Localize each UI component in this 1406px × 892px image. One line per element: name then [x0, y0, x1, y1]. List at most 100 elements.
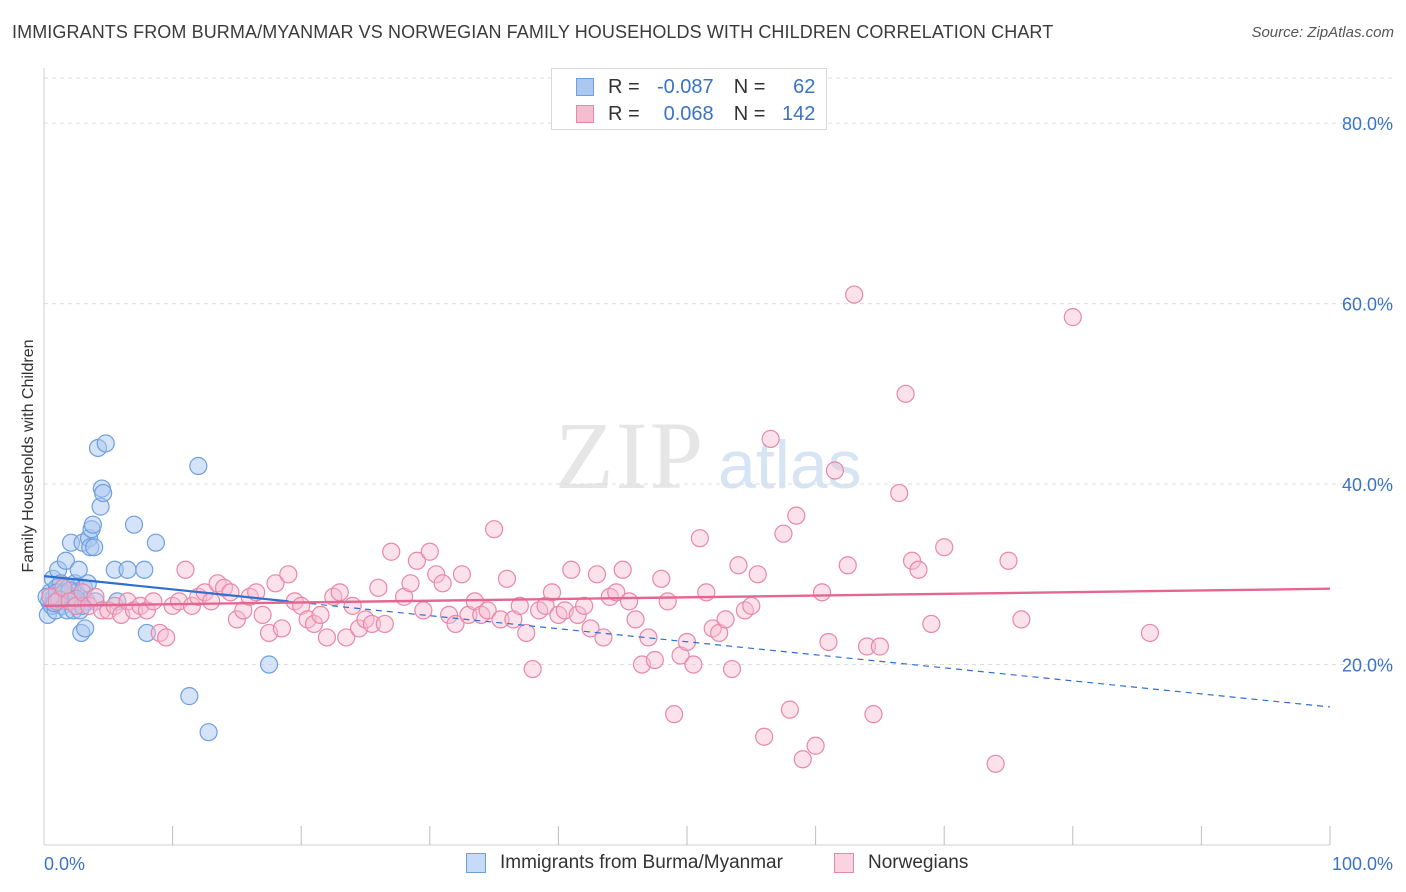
- data-point-norwegians: [1063, 308, 1082, 327]
- data-point-burma: [85, 538, 104, 557]
- data-point-norwegians: [407, 551, 427, 570]
- data-point-norwegians: [857, 637, 877, 656]
- watermark-atlas: atlas: [718, 427, 862, 503]
- data-point-norwegians: [620, 592, 639, 611]
- data-point-norwegians: [182, 596, 201, 615]
- data-point-norwegians: [266, 574, 285, 593]
- data-point-burma: [76, 619, 95, 638]
- data-point-norwegians: [902, 551, 922, 570]
- trend-line-burma: [43, 575, 289, 603]
- data-point-norwegians: [517, 623, 536, 643]
- stats-legend: R = -0.087 N = 62 R = 0.068 N = 142: [551, 68, 827, 130]
- data-point-norwegians: [742, 596, 761, 615]
- legend-n-value: 62: [793, 75, 816, 98]
- data-point-norwegians: [369, 578, 388, 597]
- data-point-norwegians: [652, 569, 671, 588]
- data-point-norwegians: [626, 610, 645, 629]
- data-point-norwegians: [1012, 610, 1031, 629]
- data-point-burma: [180, 687, 199, 706]
- legend-swatch-blue: [576, 78, 594, 96]
- data-point-norwegians: [838, 556, 857, 575]
- data-point-norwegians: [253, 605, 272, 625]
- legend-item-label: Norwegians: [868, 852, 969, 873]
- data-point-norwegians: [780, 700, 799, 719]
- data-point-norwegians: [452, 565, 472, 584]
- x-tick-label: 0.0%: [44, 854, 85, 874]
- legend-n-value: 142: [782, 102, 816, 125]
- legend-swatch-pink: [576, 105, 594, 123]
- data-point-norwegians: [401, 574, 420, 593]
- data-point-burma: [135, 560, 154, 579]
- x-tick-label: 100.0%: [1332, 854, 1393, 874]
- data-point-norwegians: [575, 596, 594, 615]
- data-point-norwegians: [523, 659, 542, 679]
- data-point-norwegians: [221, 583, 240, 602]
- data-point-burma: [199, 723, 218, 742]
- y-axis-label: Family Households with Children: [20, 340, 37, 573]
- data-point-norwegians: [935, 538, 954, 557]
- data-point-norwegians: [562, 560, 581, 579]
- data-point-norwegians: [793, 750, 812, 769]
- data-point-burma: [83, 515, 102, 534]
- legend-r-label: R =: [608, 102, 640, 125]
- data-point-burma: [146, 533, 165, 552]
- trend-line-norwegians: [43, 587, 1331, 608]
- data-point-norwegians: [433, 574, 452, 593]
- data-point-norwegians: [343, 596, 362, 615]
- data-point-norwegians: [774, 524, 793, 543]
- data-point-norwegians: [812, 583, 832, 602]
- data-point-norwegians: [414, 601, 433, 620]
- data-point-norwegians: [375, 614, 394, 634]
- data-point-burma: [259, 655, 279, 674]
- data-point-norwegians: [304, 614, 324, 634]
- data-point-norwegians: [999, 551, 1018, 570]
- data-point-burma: [78, 574, 97, 593]
- watermark: ZIP atlas: [555, 402, 862, 509]
- data-point-norwegians: [870, 637, 890, 656]
- data-point-norwegians: [896, 384, 915, 403]
- legend-swatch-pink: [834, 853, 854, 873]
- data-point-norwegians: [819, 632, 838, 652]
- data-point-norwegians: [690, 529, 709, 548]
- source-label: Source: ZipAtlas.com: [1251, 24, 1394, 41]
- legend-row-norwegians: R = 0.068 N = 142: [576, 102, 815, 126]
- data-point-norwegians: [478, 601, 497, 620]
- data-point-norwegians: [176, 560, 195, 579]
- data-point-norwegians: [658, 592, 677, 611]
- data-point-norwegians: [909, 560, 928, 579]
- data-point-norwegians: [613, 560, 632, 579]
- y-tick-label: 20.0%: [1342, 656, 1393, 676]
- legend-swatch-blue: [466, 853, 486, 873]
- data-point-norwegians: [665, 705, 684, 724]
- data-point-norwegians: [227, 610, 246, 629]
- legend-item-burma[interactable]: Immigrants from Burma/Myanmar: [466, 852, 783, 874]
- data-point-norwegians: [825, 461, 844, 480]
- data-point-norwegians: [330, 583, 349, 602]
- y-tick-label: 80.0%: [1342, 114, 1393, 134]
- legend-item-label: Immigrants from Burma/Myanmar: [500, 852, 783, 873]
- data-point-norwegians: [845, 285, 864, 304]
- legend-r-value: 0.068: [663, 102, 714, 125]
- data-point-burma: [124, 515, 144, 534]
- data-point-norwegians: [722, 659, 742, 679]
- data-point-norwegians: [337, 628, 356, 647]
- data-point-norwegians: [607, 583, 626, 602]
- data-point-norwegians: [202, 592, 221, 611]
- legend-n-label: N =: [733, 102, 766, 125]
- data-point-norwegians: [157, 628, 176, 647]
- legend-item-norwegians[interactable]: Norwegians: [834, 852, 968, 874]
- data-point-norwegians: [684, 655, 703, 674]
- data-point-norwegians: [485, 520, 504, 539]
- y-tick-label: 60.0%: [1342, 295, 1393, 315]
- data-point-norwegians: [510, 596, 529, 615]
- data-point-norwegians: [986, 754, 1005, 773]
- data-point-norwegians: [645, 650, 664, 670]
- data-point-burma: [189, 456, 208, 476]
- watermark-zip: ZIP: [555, 402, 705, 509]
- data-point-norwegians: [729, 556, 748, 575]
- data-point-norwegians: [439, 605, 459, 625]
- data-point-norwegians: [806, 736, 825, 755]
- data-point-burma: [94, 483, 113, 503]
- data-point-norwegians: [144, 592, 163, 611]
